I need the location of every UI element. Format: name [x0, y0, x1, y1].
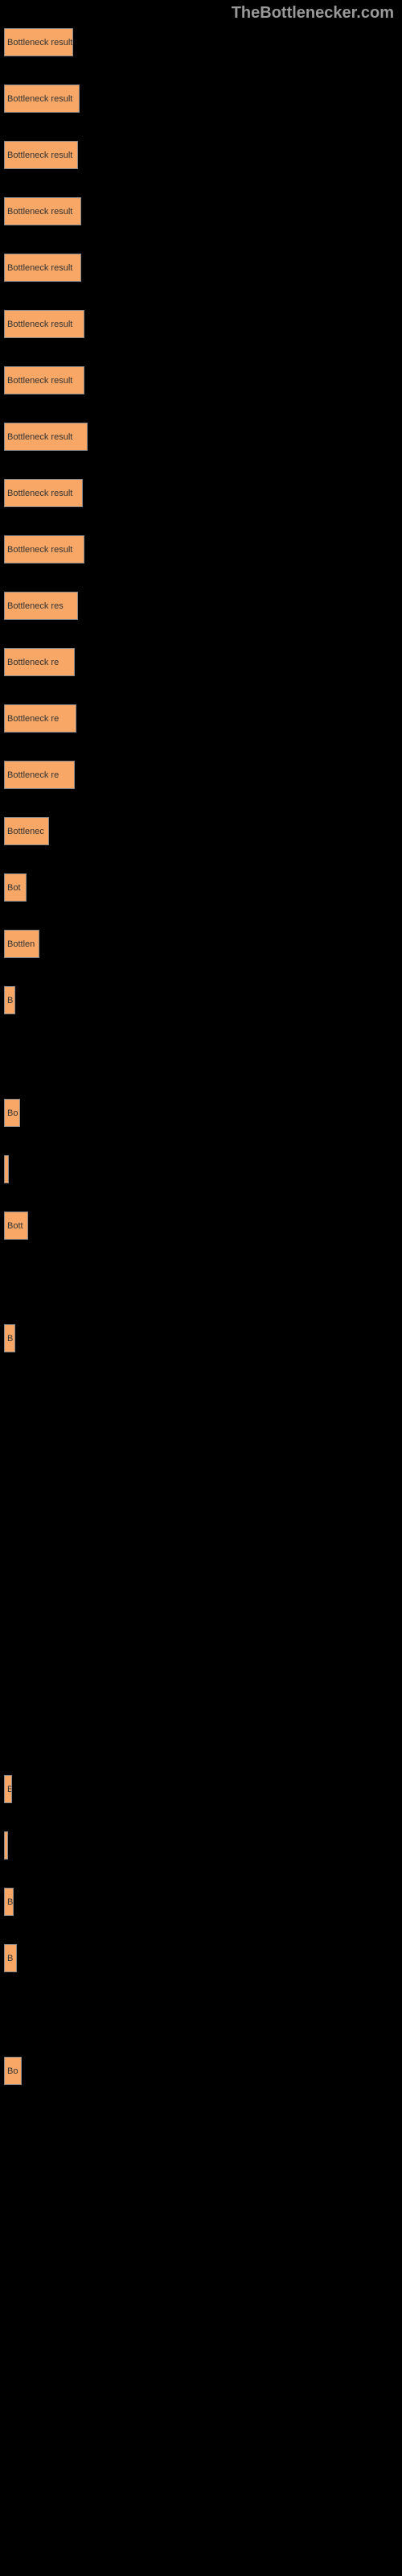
bar-label: Bottleneck result: [7, 489, 72, 498]
bar-label: Bottlen: [7, 939, 35, 949]
bar-row: [0, 1268, 402, 1312]
bar-row: [0, 1493, 402, 1538]
bar-label: B: [7, 1954, 13, 1963]
site-header: TheBottlenecker.com: [232, 4, 394, 23]
bar: Bottleneck re: [4, 761, 75, 789]
bar-row: Bottleneck result: [0, 197, 402, 242]
bar-label: Bo: [7, 2066, 18, 2076]
bar-label: Bottleneck re: [7, 714, 59, 724]
bar: Bottleneck result: [4, 366, 84, 394]
bar-label: Bottleneck result: [7, 545, 72, 555]
bar-row: Bottleneck result: [0, 535, 402, 580]
bar-label: Bottlenec: [7, 827, 44, 836]
bar-label: Bottleneck result: [7, 94, 72, 104]
bar-row: Bottleneck result: [0, 85, 402, 129]
bar-row: Bot: [0, 873, 402, 918]
bar-row: [0, 1719, 402, 1763]
bar: B: [4, 1775, 12, 1803]
bar-label: Bo: [7, 1108, 18, 1118]
bar-row: [0, 1831, 402, 1876]
bar: Bottleneck result: [4, 141, 78, 169]
bar-label: Bottleneck result: [7, 320, 72, 329]
bar-label: Bottleneck result: [7, 263, 72, 273]
bar: Bot: [4, 873, 27, 902]
bar-row: B: [0, 1944, 402, 1988]
bar-row: B: [0, 1775, 402, 1819]
bar-row: Bottleneck re: [0, 648, 402, 692]
bar: [4, 1155, 9, 1183]
bar: Bottleneck result: [4, 535, 84, 564]
bar: B: [4, 1888, 14, 1916]
bar-row: Bottlenec: [0, 817, 402, 861]
bar-row: Bo: [0, 2057, 402, 2101]
bar-row: [0, 2000, 402, 2045]
bar-label: Bottleneck result: [7, 432, 72, 442]
bar-row: Bottleneck result: [0, 28, 402, 72]
bar-row: Bottleneck result: [0, 423, 402, 467]
bar-label: Bottleneck result: [7, 207, 72, 217]
bar: Bottleneck re: [4, 648, 75, 676]
bar-label: Bottleneck re: [7, 658, 59, 667]
bar-row: [0, 1606, 402, 1650]
bar-chart: Bottleneck result Bottleneck result Bottle…: [0, 28, 402, 2113]
bar: Bottleneck result: [4, 479, 83, 507]
bar: Bottleneck result: [4, 197, 81, 225]
bar-label: Bot: [7, 883, 21, 893]
bar-row: [0, 1550, 402, 1594]
bar: Bottlen: [4, 930, 39, 958]
bar-label: B: [7, 996, 13, 1005]
bar-row: Bottlen: [0, 930, 402, 974]
bar-label: B: [7, 1334, 13, 1344]
bar-row: [0, 1381, 402, 1425]
bar-row: B: [0, 986, 402, 1030]
bar-row: Bottleneck result: [0, 254, 402, 298]
bar: Bo: [4, 2057, 22, 2085]
bar: Bottleneck result: [4, 28, 73, 56]
bar: Bottleneck re: [4, 704, 76, 733]
bar-label: Bottleneck result: [7, 38, 72, 47]
bar-row: [0, 1155, 402, 1199]
bar: Bottleneck result: [4, 85, 80, 113]
bar-row: Bottleneck res: [0, 592, 402, 636]
bar: Bottleneck res: [4, 592, 78, 620]
bar: Bottleneck result: [4, 254, 81, 282]
bar-row: Bottleneck re: [0, 704, 402, 749]
bar-row: [0, 1042, 402, 1087]
bar-row: [0, 1662, 402, 1707]
bar-label: Bott: [7, 1221, 23, 1231]
bar: B: [4, 1324, 15, 1352]
bar: Bo: [4, 1099, 20, 1127]
bar-row: Bott: [0, 1212, 402, 1256]
bar-row: Bottleneck re: [0, 761, 402, 805]
bar-label: B: [7, 1897, 13, 1907]
bar: Bottleneck result: [4, 423, 88, 451]
bar-row: B: [0, 1888, 402, 1932]
bar-label: Bottleneck re: [7, 770, 59, 780]
bar: Bottlenec: [4, 817, 49, 845]
bar-row: Bottleneck result: [0, 479, 402, 523]
bar-row: Bottleneck result: [0, 141, 402, 185]
bar-label: Bottleneck result: [7, 376, 72, 386]
bar-label: B: [7, 1785, 12, 1794]
bar-row: B: [0, 1324, 402, 1368]
bar: [4, 1831, 8, 1860]
bar-label: Bottleneck res: [7, 601, 64, 611]
bar-row: Bo: [0, 1099, 402, 1143]
bar-row: [0, 1437, 402, 1481]
bar: B: [4, 1944, 17, 1972]
bar: B: [4, 986, 15, 1014]
bar-row: Bottleneck result: [0, 310, 402, 354]
bar: Bott: [4, 1212, 28, 1240]
bar: Bottleneck result: [4, 310, 84, 338]
bar-label: Bottleneck result: [7, 151, 72, 160]
bar-row: Bottleneck result: [0, 366, 402, 411]
